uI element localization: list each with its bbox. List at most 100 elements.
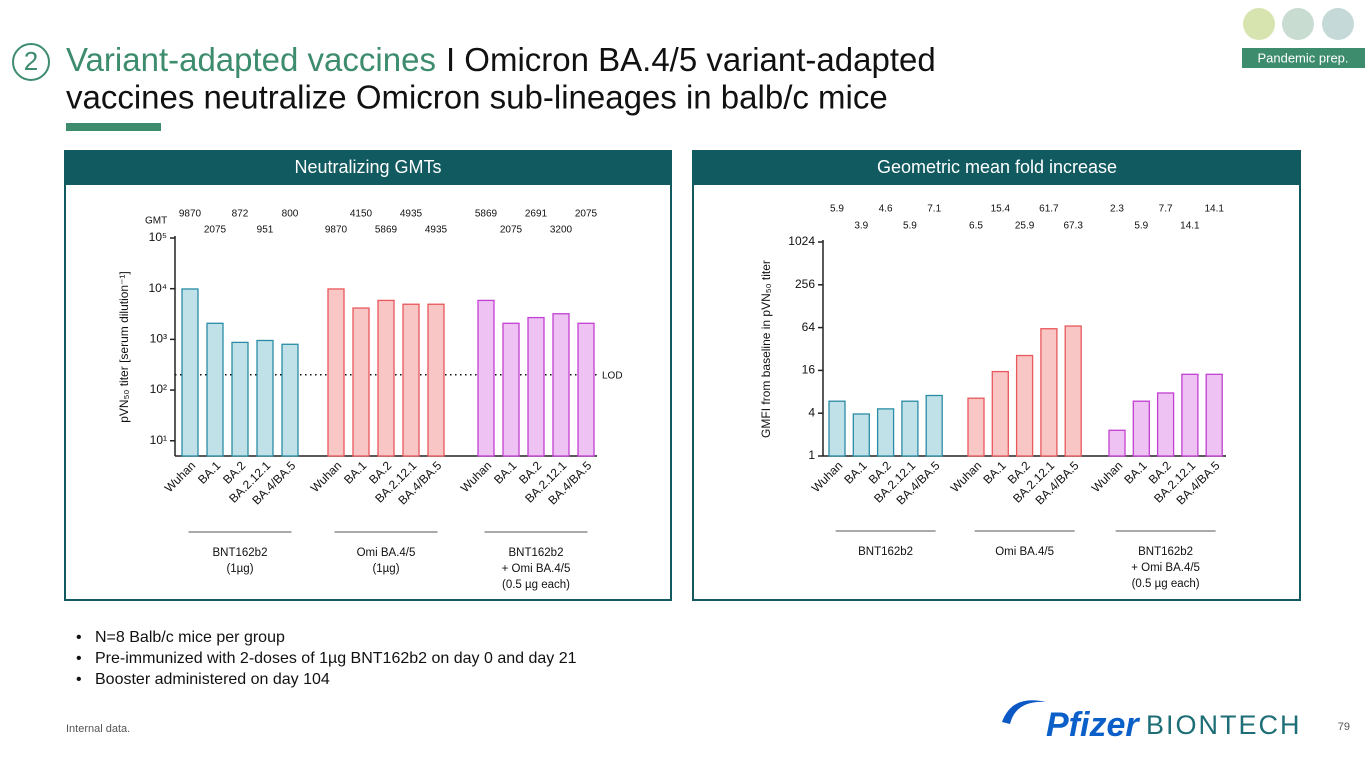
x-tick-label: BA.1 [491,458,520,487]
bar [377,299,395,457]
bar [967,397,985,457]
value-label: 2075 [204,225,227,236]
bar [1181,373,1199,457]
bar [527,316,545,457]
bar [352,307,370,457]
value-label: 6.5 [969,221,983,232]
value-label: 15.4 [991,204,1011,215]
bar [1108,429,1126,457]
bullet-dot: • [76,629,82,646]
logo-biontech: BIONTECH [1146,710,1302,740]
group-label: (0.5 µg each) [1132,578,1200,590]
y-tick-label: 1024 [788,234,815,248]
title-line2: vaccines neutralize Omicron sub-lineages… [66,79,888,116]
pfizer-swoosh [1002,700,1046,724]
icon [1243,8,1275,40]
footnote: Internal data. [66,723,130,735]
value-label: 14.1 [1180,221,1200,232]
page-number: 79 [1338,721,1350,733]
group-label: BNT162b2 [509,547,564,559]
value-label: 25.9 [1015,221,1035,232]
title-rest: I Omicron BA.4/5 variant-adapted [446,41,936,78]
bar [206,322,224,457]
bar [991,370,1009,457]
value-label: 7.7 [1159,204,1173,215]
value-heading: GMT [145,216,167,227]
bar [852,413,870,457]
group-label: (1µg) [226,563,253,575]
value-label: 5.9 [830,204,844,215]
x-tick-label: Wuhan [1089,458,1126,495]
panel-title: Neutralizing GMTs [294,157,441,177]
icon [1282,8,1314,40]
value-label: 4150 [350,209,373,220]
bar [477,299,495,457]
bar [876,408,895,457]
value-label: 2075 [575,209,598,220]
group-label: BNT162b2 [1138,546,1193,558]
title-underline [66,123,161,131]
bar [1015,354,1034,457]
panel-title: Geometric mean fold increase [877,157,1117,177]
x-tick-label: BA.1 [195,458,224,487]
bar [925,394,943,457]
y-tick-label: 10² [150,382,167,396]
value-label: 4935 [400,209,423,220]
title-line1: Variant-adapted vaccines I Omicron BA.4/5… [66,41,936,78]
y-tick-label: 16 [802,363,816,377]
bar [1205,373,1223,457]
bar [552,313,570,457]
y-tick-label: 1 [808,448,815,462]
bar [327,288,345,457]
value-label: 2075 [500,225,523,236]
bar [901,400,919,457]
bar [1040,328,1058,457]
value-label: 3.9 [854,221,868,232]
group-label: + Omi BA.4/5 [502,563,571,575]
bar [181,288,199,457]
y-tick-label: 64 [802,320,816,334]
value-label: 61.7 [1039,204,1059,215]
value-label: 5869 [475,209,498,220]
y-axis-label: pVN₅₀ titer [serum dilution⁻¹] [117,271,131,423]
bar [1156,392,1175,457]
value-label: 951 [257,225,274,236]
y-tick-label: 256 [795,277,815,291]
panel-header [65,151,671,185]
bar [231,341,249,457]
badge-text: Pandemic prep. [1257,50,1348,65]
bullet: Booster administered on day 104 [95,671,330,688]
group-label: (0.5 µg each) [502,579,570,591]
value-label: 14.1 [1204,204,1224,215]
bar [281,343,299,457]
logo-pfizer: Pfizer [1046,706,1140,744]
y-tick-label: 4 [808,405,815,419]
bar [1064,325,1082,457]
bar [402,303,420,457]
bullet: Pre-immunized with 2-doses of 1µg BNT162… [95,650,577,667]
value-label: 5869 [375,225,398,236]
value-label: 9870 [325,225,348,236]
y-tick-label: 10⁵ [149,230,167,244]
value-label: 2691 [525,209,548,220]
bullet-dot: • [76,671,82,688]
number-circle [12,43,50,81]
group-label: Omi BA.4/5 [357,547,416,559]
value-label: 2.3 [1110,204,1124,215]
bar [502,322,520,457]
title-accent: Variant-adapted vaccines [66,41,436,78]
value-label: 7.1 [927,204,941,215]
x-tick-label: Wuhan [162,458,199,495]
bar [427,303,445,457]
lod-label: LOD [602,370,623,381]
x-tick-label: Wuhan [809,458,846,495]
x-tick-label: BA.1 [341,458,370,487]
value-label: 800 [282,209,299,220]
x-tick-label: BA.1 [1121,458,1150,487]
value-label: 9870 [179,209,202,220]
value-label: 5.9 [903,221,917,232]
x-tick-label: BA.1 [841,458,870,487]
value-label: 4.6 [879,204,893,215]
